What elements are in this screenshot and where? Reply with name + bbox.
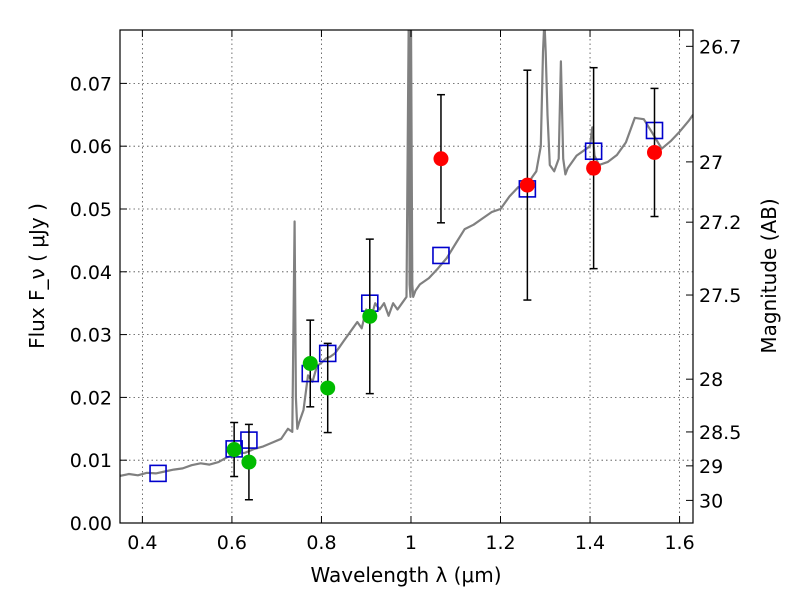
y-tick-label: 0.04 (70, 262, 112, 284)
data-point (433, 151, 449, 167)
x-tick-label: 1 (405, 532, 417, 554)
y2-tick-label: 27.2 (699, 212, 741, 234)
spectrum-line (120, 30, 693, 477)
y-axis-title: Flux F_ν ( μJy ) (25, 203, 49, 349)
model-square-point (432, 246, 450, 265)
data-point (362, 308, 378, 324)
x-tick-label: 1.6 (664, 532, 694, 554)
data-point (302, 355, 318, 371)
plot-frame (119, 29, 694, 524)
y2-tick-label: 26.7 (699, 36, 741, 58)
y-tick-label: 0.00 (70, 513, 112, 535)
data-point (241, 454, 257, 470)
x-tick-label: 1.4 (575, 532, 605, 554)
y2-tick-label: 28 (699, 369, 723, 391)
data-point (226, 442, 242, 458)
y2-tick-label: 29 (699, 456, 723, 478)
y-tick-label: 0.07 (70, 73, 112, 95)
x-tick-label: 0.4 (127, 532, 157, 554)
y-tick-label: 0.05 (70, 199, 112, 221)
model-square-point (149, 464, 167, 483)
axis-ticks: 0.4 0.6 0.8 1 1.2 1.4 1.6 0.00 0.01 0.02 0.03 0.04 0… (70, 30, 741, 554)
data-point (586, 160, 602, 176)
y2-axis-title: Magnitude (AB) (757, 198, 781, 353)
y-tick-label: 0.06 (70, 136, 112, 158)
x-tick-label: 0.8 (306, 532, 336, 554)
x-tick-label: 1.2 (485, 532, 515, 554)
photometry-points (149, 66, 664, 501)
x-axis-title: Wavelength λ (μm) (310, 563, 501, 587)
y2-tick-label: 27 (699, 152, 723, 174)
data-point (647, 144, 663, 160)
data-point (320, 380, 336, 396)
y-tick-label: 0.01 (70, 450, 112, 472)
y2-tick-label: 30 (699, 490, 723, 512)
x-tick-label: 0.6 (217, 532, 247, 554)
model-spectrum (120, 30, 693, 477)
y-tick-label: 0.03 (70, 325, 112, 347)
y2-tick-label: 28.5 (699, 422, 741, 444)
y2-tick-label: 27.5 (699, 285, 741, 307)
y-tick-label: 0.02 (70, 387, 112, 409)
data-point (519, 177, 535, 193)
